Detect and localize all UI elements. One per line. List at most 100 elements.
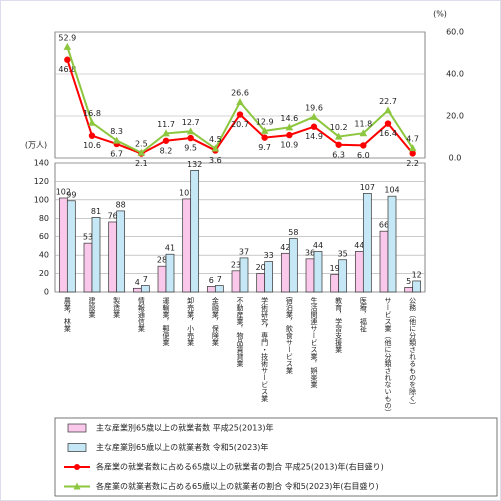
bar	[66, 200, 76, 293]
bar-label: 44	[354, 241, 364, 250]
y-axis-label: (万人)	[25, 141, 47, 150]
x-tick-label: 運輸業，郵便業	[162, 296, 170, 347]
bar	[190, 170, 200, 293]
bar	[239, 257, 249, 293]
bar-label: 81	[91, 207, 101, 216]
bar	[354, 251, 364, 293]
x-tick-label: 建設業	[88, 296, 96, 319]
bar-label: 132	[187, 160, 202, 169]
bar-label: 20	[256, 263, 266, 272]
bar-label: 53	[83, 233, 93, 242]
line-label: 10.9	[280, 141, 298, 150]
y2-tick-label: 60.0	[446, 28, 464, 37]
line-label: 6.3	[332, 150, 345, 159]
bar	[412, 280, 422, 293]
line-label: 8.2	[160, 146, 173, 155]
x-tick-label: 教育，学習支援業	[335, 296, 343, 354]
bar-label: 23	[231, 260, 241, 269]
line-label: 12.9	[256, 117, 274, 126]
line-label: 11.7	[157, 120, 175, 129]
line-label: 2.5	[135, 139, 148, 148]
line-marker	[186, 127, 195, 135]
bar-label: 12	[412, 270, 422, 279]
line-marker	[88, 132, 96, 139]
line-label: 6.0	[357, 151, 370, 160]
line-label: 12.7	[182, 118, 200, 127]
y-tick-label: 120	[34, 177, 49, 186]
bar-label: 102	[56, 188, 71, 197]
line-label: 52.9	[58, 33, 76, 42]
x-tick-label: 製造業	[113, 296, 121, 319]
bar	[206, 286, 216, 293]
y2-tick-label: 20.0	[446, 112, 464, 121]
line-label: 4.5	[209, 135, 222, 144]
line-label: 22.7	[379, 97, 397, 106]
line-marker	[334, 132, 343, 140]
x-tick-label: 卸売業，小売業	[187, 296, 195, 347]
bar	[58, 197, 68, 293]
line-marker	[408, 144, 417, 152]
line-marker	[88, 118, 96, 126]
bar	[404, 287, 414, 293]
bar-label: 66	[379, 221, 389, 230]
x-tick-label: 宿泊業，飲食サービス業	[285, 296, 293, 375]
line-marker	[285, 123, 294, 131]
line-marker	[359, 129, 368, 137]
x-tick-label: サービス業（他に分類されないもの）	[384, 297, 392, 416]
bar	[256, 273, 266, 293]
line-label: 46.8	[58, 65, 76, 74]
line-label: 4.7	[406, 135, 419, 144]
line-label: 14.9	[305, 132, 323, 141]
y-tick-label: 20	[39, 269, 49, 278]
bar-label: 44	[313, 241, 323, 250]
legend-swatch	[67, 443, 87, 452]
line-marker	[409, 150, 416, 157]
bar	[330, 274, 340, 293]
bar-label: 76	[108, 211, 118, 220]
line-label: 2.1	[135, 159, 148, 168]
y-tick-label: 100	[34, 195, 49, 204]
line-marker	[236, 111, 244, 118]
x-tick-label: 情報通信業	[137, 296, 145, 333]
bar	[231, 270, 241, 293]
bar	[182, 198, 192, 293]
bar	[387, 195, 397, 293]
bar-label: 104	[384, 186, 399, 195]
line-label: 11.8	[354, 120, 372, 129]
legend-label: 主な産業別65歳以上の就業者数 平成25(2013)年	[96, 423, 274, 433]
line-label: 14.6	[280, 114, 298, 123]
bar	[362, 193, 372, 293]
line-label: 10.2	[330, 123, 348, 132]
bar-label: 37	[239, 247, 249, 256]
bar-label: 7	[143, 275, 148, 284]
y-tick-label: 60	[39, 232, 49, 241]
line-label: 16.4	[379, 129, 397, 138]
y-tick-label: 0	[44, 288, 49, 297]
bar-label: 101	[179, 188, 194, 197]
line-label: 26.6	[231, 89, 249, 98]
bar	[91, 217, 101, 293]
bar	[214, 285, 224, 293]
bar	[338, 259, 348, 293]
line-marker	[384, 106, 392, 114]
line-marker	[286, 131, 293, 139]
line-marker	[211, 144, 220, 152]
y2-tick-label: 40.0	[446, 70, 464, 79]
bar-label: 35	[338, 249, 348, 258]
line-marker	[112, 136, 121, 144]
x-tick-label: 金融業，保険業	[211, 296, 219, 347]
bar	[116, 210, 126, 293]
legend-label: 主な産業別65歳以上の就業者数 令和5(2023)年	[96, 442, 268, 452]
line-label: 19.6	[305, 103, 323, 112]
bar-label: 88	[116, 200, 126, 209]
legend-label: 各産業の就業者数に占める65歳以上の就業者の割合 令和5(2023)年(右目盛り…	[96, 481, 379, 491]
line-label: 9.7	[258, 143, 271, 152]
line-marker	[384, 120, 392, 127]
x-tick-label: 医療，福祉	[359, 297, 367, 333]
line-marker	[261, 134, 268, 141]
legend-marker	[74, 464, 80, 470]
y-tick-label: 140	[34, 159, 49, 168]
line-marker	[137, 148, 146, 156]
line-marker	[63, 42, 72, 50]
